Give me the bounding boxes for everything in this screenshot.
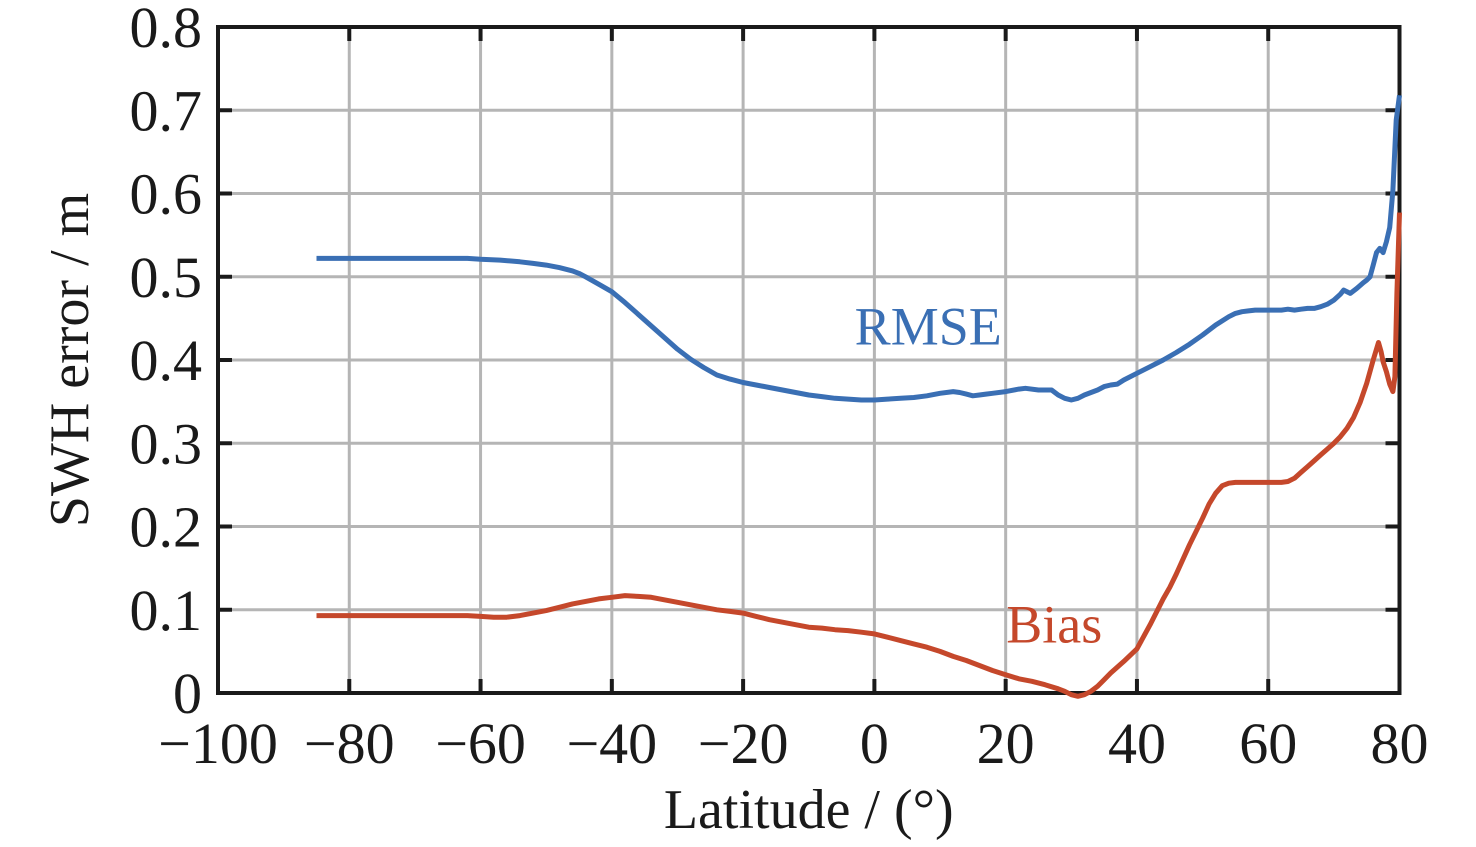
bias-line — [316, 212, 1402, 699]
plot-border — [216, 25, 1402, 695]
x-axis-label: Latitude / (°) — [664, 779, 954, 841]
x-tick-label: −60 — [435, 711, 526, 776]
x-tick-label: −40 — [566, 711, 657, 776]
y-tick-label: 0.7 — [130, 78, 203, 143]
y-tick-label: 0.5 — [130, 245, 203, 310]
y-tick-label: 0.8 — [130, 0, 203, 60]
x-tick-label: 80 — [1371, 711, 1429, 776]
x-tick-label: −80 — [304, 711, 395, 776]
gridlines — [218, 27, 1400, 693]
y-tick-label: 0.2 — [130, 495, 203, 560]
bias-series-label: Bias — [1006, 595, 1102, 655]
axis-ticks — [216, 25, 1402, 695]
y-tick-label: 0.4 — [130, 328, 203, 393]
y-tick-label: 0.1 — [130, 578, 203, 643]
y-axis-label: SWH error / m — [39, 193, 101, 527]
x-tick-label: −100 — [158, 711, 278, 776]
x-tick-label: 20 — [977, 711, 1035, 776]
x-tick-label: −20 — [698, 711, 789, 776]
x-tick-label: 60 — [1239, 711, 1297, 776]
rmse-line — [316, 94, 1402, 403]
rmse-series-label: RMSE — [855, 297, 1002, 357]
y-tick-label: 0.6 — [130, 162, 203, 227]
series-curves — [316, 94, 1402, 699]
tick-labels: −100 −80 −60 −40 −20 0 20 40 60 80 0 0.1 0.2 0.3 0.4 0.… — [130, 0, 1429, 776]
x-tick-label: 40 — [1108, 711, 1166, 776]
y-tick-label: 0.3 — [130, 411, 203, 476]
x-tick-label: 0 — [860, 711, 889, 776]
y-tick-label: 0 — [173, 661, 202, 726]
